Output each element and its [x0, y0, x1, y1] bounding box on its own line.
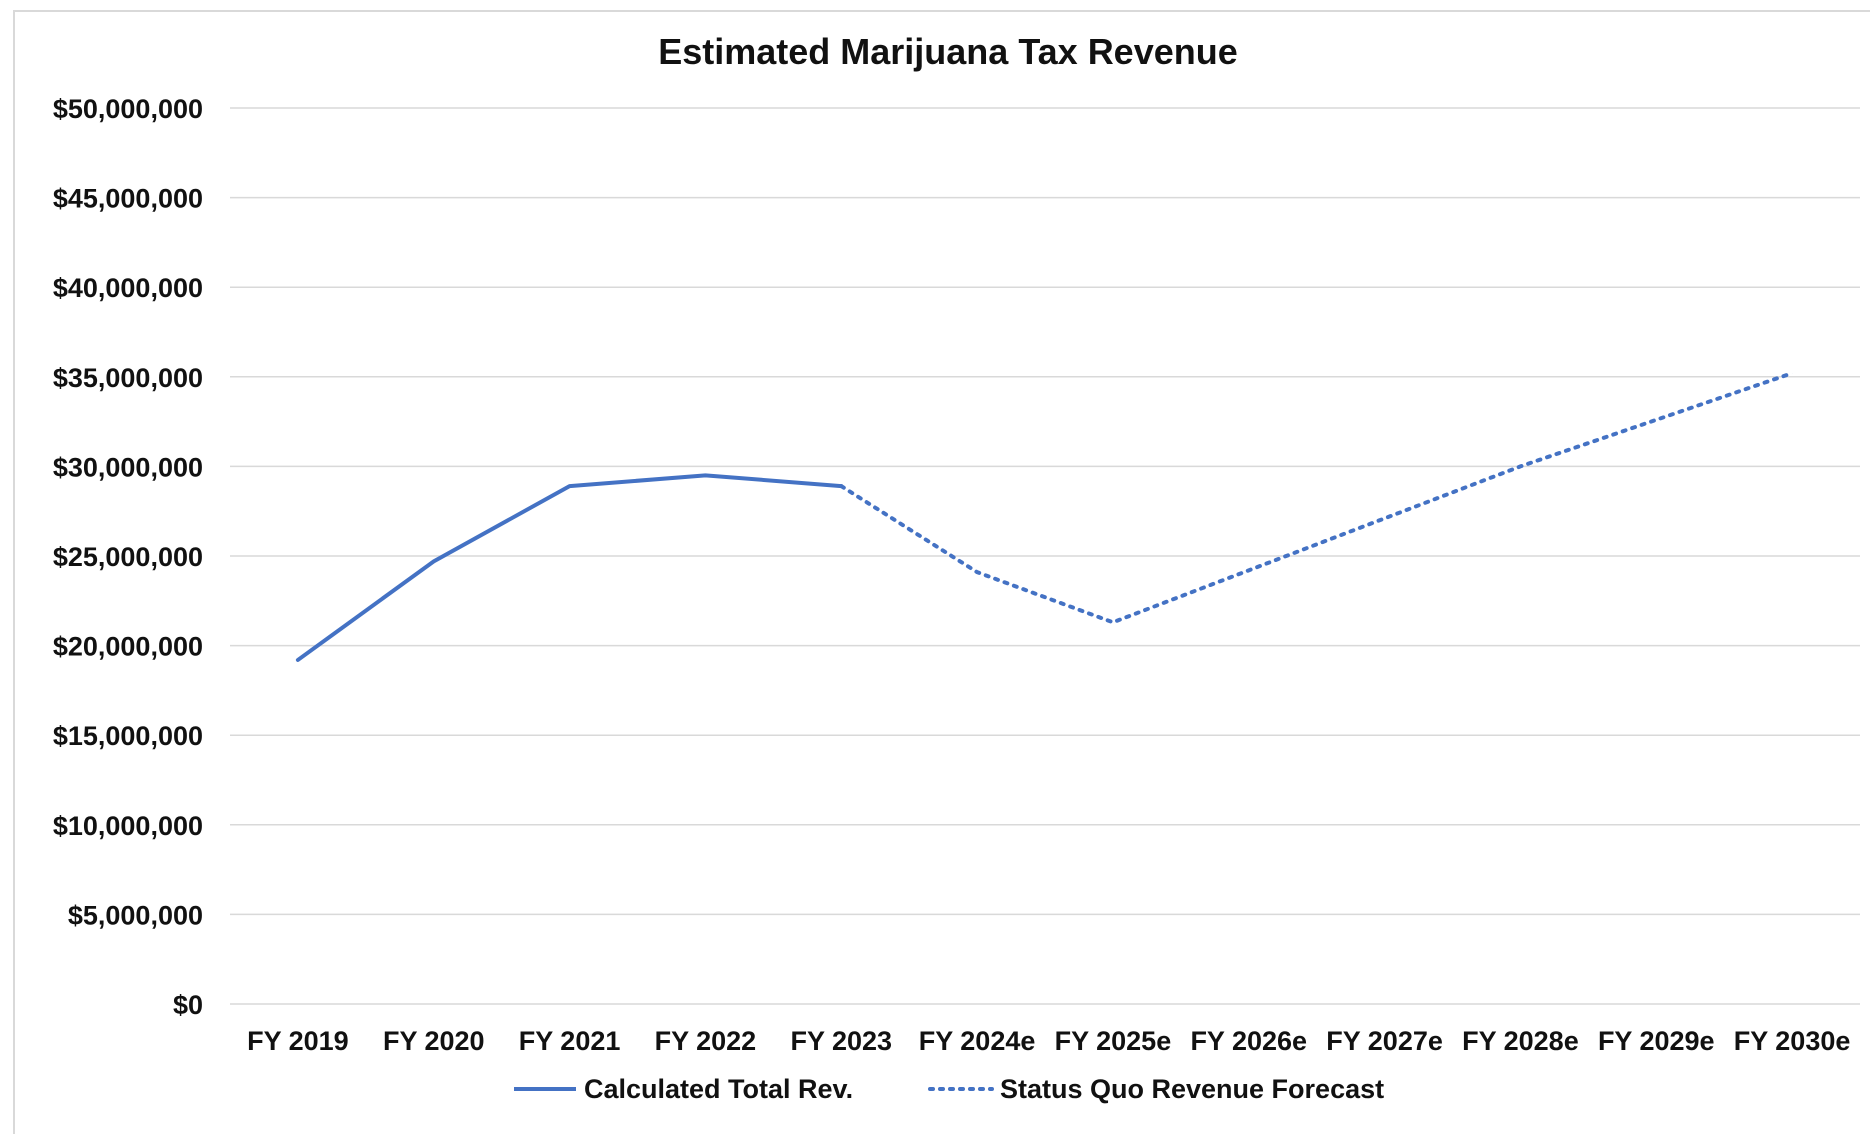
x-tick-label: FY 2028e — [1462, 1026, 1579, 1056]
legend-label: Calculated Total Rev. — [584, 1074, 853, 1104]
y-tick-label: $45,000,000 — [53, 184, 203, 214]
y-tick-label: $30,000,000 — [53, 452, 203, 482]
legend-label: Status Quo Revenue Forecast — [1000, 1074, 1384, 1104]
y-tick-label: $50,000,000 — [53, 94, 203, 124]
x-tick-label: FY 2019 — [247, 1026, 349, 1056]
x-tick-label: FY 2027e — [1326, 1026, 1443, 1056]
y-tick-label: $40,000,000 — [53, 273, 203, 303]
x-tick-label: FY 2030e — [1734, 1026, 1851, 1056]
x-tick-label: FY 2026e — [1190, 1026, 1307, 1056]
y-tick-label: $5,000,000 — [68, 900, 203, 930]
data-points — [297, 373, 1793, 661]
legend: Calculated Total Rev. Status Quo Revenue … — [514, 1074, 1384, 1104]
x-tick-label: FY 2023 — [790, 1026, 892, 1056]
y-tick-label: $20,000,000 — [53, 632, 203, 662]
chart-title: Estimated Marijuana Tax Revenue — [658, 31, 1238, 72]
x-tick-label: FY 2029e — [1598, 1026, 1715, 1056]
series-line-1 — [295, 473, 844, 662]
y-tick-label: $0 — [173, 990, 203, 1020]
series-line-2 — [839, 371, 1795, 625]
x-tick-label: FY 2024e — [919, 1026, 1036, 1056]
x-axis-tick-labels: FY 2019 FY 2020 FY 2021 FY 2022 FY 2023 FY 20… — [247, 1026, 1850, 1056]
gridlines — [230, 107, 1860, 1005]
y-axis-tick-labels: $0 $5,000,000 $10,000,000 $15,000,000 $20,00… — [53, 94, 203, 1020]
x-tick-label: FY 2020 — [383, 1026, 485, 1056]
x-tick-label: FY 2022 — [655, 1026, 757, 1056]
x-tick-label: FY 2021 — [519, 1026, 621, 1056]
y-tick-label: $10,000,000 — [53, 811, 203, 841]
y-tick-label: $25,000,000 — [53, 542, 203, 572]
y-tick-label: $15,000,000 — [53, 721, 203, 751]
x-tick-label: FY 2025e — [1055, 1026, 1172, 1056]
y-tick-label: $35,000,000 — [53, 363, 203, 393]
series-lines — [295, 371, 1795, 662]
